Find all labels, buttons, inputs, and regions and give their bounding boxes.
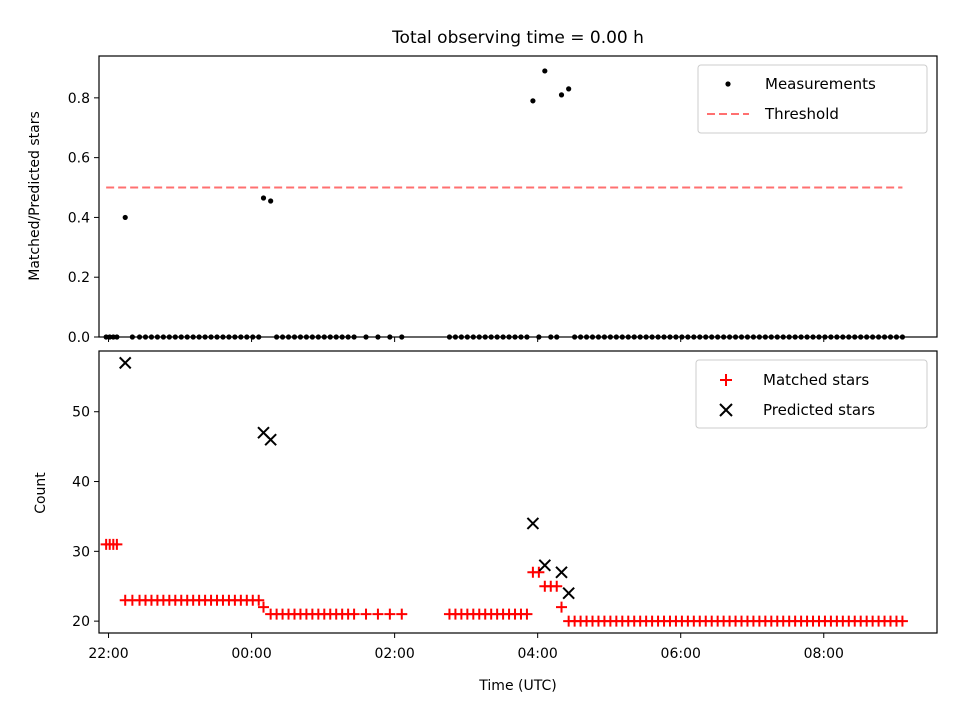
predicted-star-point — [264, 433, 277, 446]
top-panel: Total observing time = 0.00 h Matched/Pr… — [27, 28, 938, 346]
matched-star-point — [533, 566, 545, 578]
matched-star-point — [258, 601, 270, 613]
bottom-panel: Count Time (UTC) 20 30 40 50 22:00 00:00 02:00… — [33, 350, 938, 694]
legend-matched-marker — [720, 374, 732, 386]
matched-star-point — [372, 608, 384, 620]
top-y-axis-label: Matched/Predicted stars — [27, 111, 43, 281]
x-tick-label: 02:00 — [374, 646, 414, 662]
bottom-legend-box — [695, 359, 928, 429]
matched-star-point — [253, 594, 265, 606]
measurement-point — [260, 195, 267, 201]
predicted-star-point — [555, 566, 568, 579]
y-tick-label: 40 — [72, 475, 90, 491]
measurement-point — [122, 214, 128, 221]
top-legend-box — [697, 64, 928, 134]
matched-star-point — [896, 615, 908, 627]
top-axes-frame — [98, 55, 938, 338]
top-legend: Measurements Threshold — [697, 64, 928, 134]
legend-measurements-marker — [725, 81, 731, 87]
matched-star-point — [551, 580, 563, 592]
x-tick-label: 08:00 — [804, 646, 844, 662]
bottom-plot-area: 20 30 40 50 22:00 00:00 02:00 04:00 06:00 08:00 — [72, 356, 908, 662]
x-tick-label: 04:00 — [517, 646, 557, 662]
predicted-star-point — [538, 559, 552, 572]
legend-predicted-marker — [719, 403, 733, 417]
bottom-axes-frame — [98, 350, 938, 634]
bottom-legend: Matched stars Predicted stars — [695, 359, 928, 429]
measurement-point — [566, 86, 572, 92]
matched-star-point — [111, 538, 123, 550]
bottom-y-axis-label: Count — [33, 472, 49, 514]
matched-star-point — [360, 608, 372, 620]
matched-star-point — [396, 608, 408, 620]
x-tick-label: 06:00 — [661, 646, 701, 662]
measurement-point — [268, 198, 274, 204]
matched-star-point — [556, 601, 568, 613]
bottom-x-axis-label: Time (UTC) — [478, 678, 556, 694]
y-tick-label: 50 — [72, 405, 90, 421]
y-tick-label: 0.0 — [68, 330, 90, 346]
y-tick-label: 30 — [72, 544, 90, 560]
predicted-star-point — [526, 517, 540, 530]
x-tick-label: 22:00 — [88, 646, 128, 662]
y-tick-label: 0.6 — [68, 151, 90, 167]
matched-star-point — [348, 608, 360, 620]
y-tick-label: 0.4 — [68, 210, 90, 226]
measurement-point — [558, 92, 565, 98]
matched-star-point — [521, 608, 533, 620]
legend-measurements-label: Measurements — [765, 75, 876, 93]
y-tick-label: 0.2 — [68, 270, 90, 286]
measurement-point — [542, 68, 548, 74]
measurement-point — [530, 98, 536, 104]
predicted-star-point — [119, 356, 132, 370]
predicted-star-point — [562, 587, 575, 600]
matched-star-point — [384, 608, 396, 620]
legend-matched-label: Matched stars — [763, 371, 869, 389]
x-tick-label: 00:00 — [231, 646, 271, 662]
legend-threshold-label: Threshold — [764, 105, 839, 123]
legend-predicted-label: Predicted stars — [763, 401, 875, 419]
y-tick-label: 20 — [72, 614, 90, 630]
y-tick-label: 0.8 — [68, 91, 90, 107]
top-panel-title: Total observing time = 0.00 h — [391, 28, 644, 48]
